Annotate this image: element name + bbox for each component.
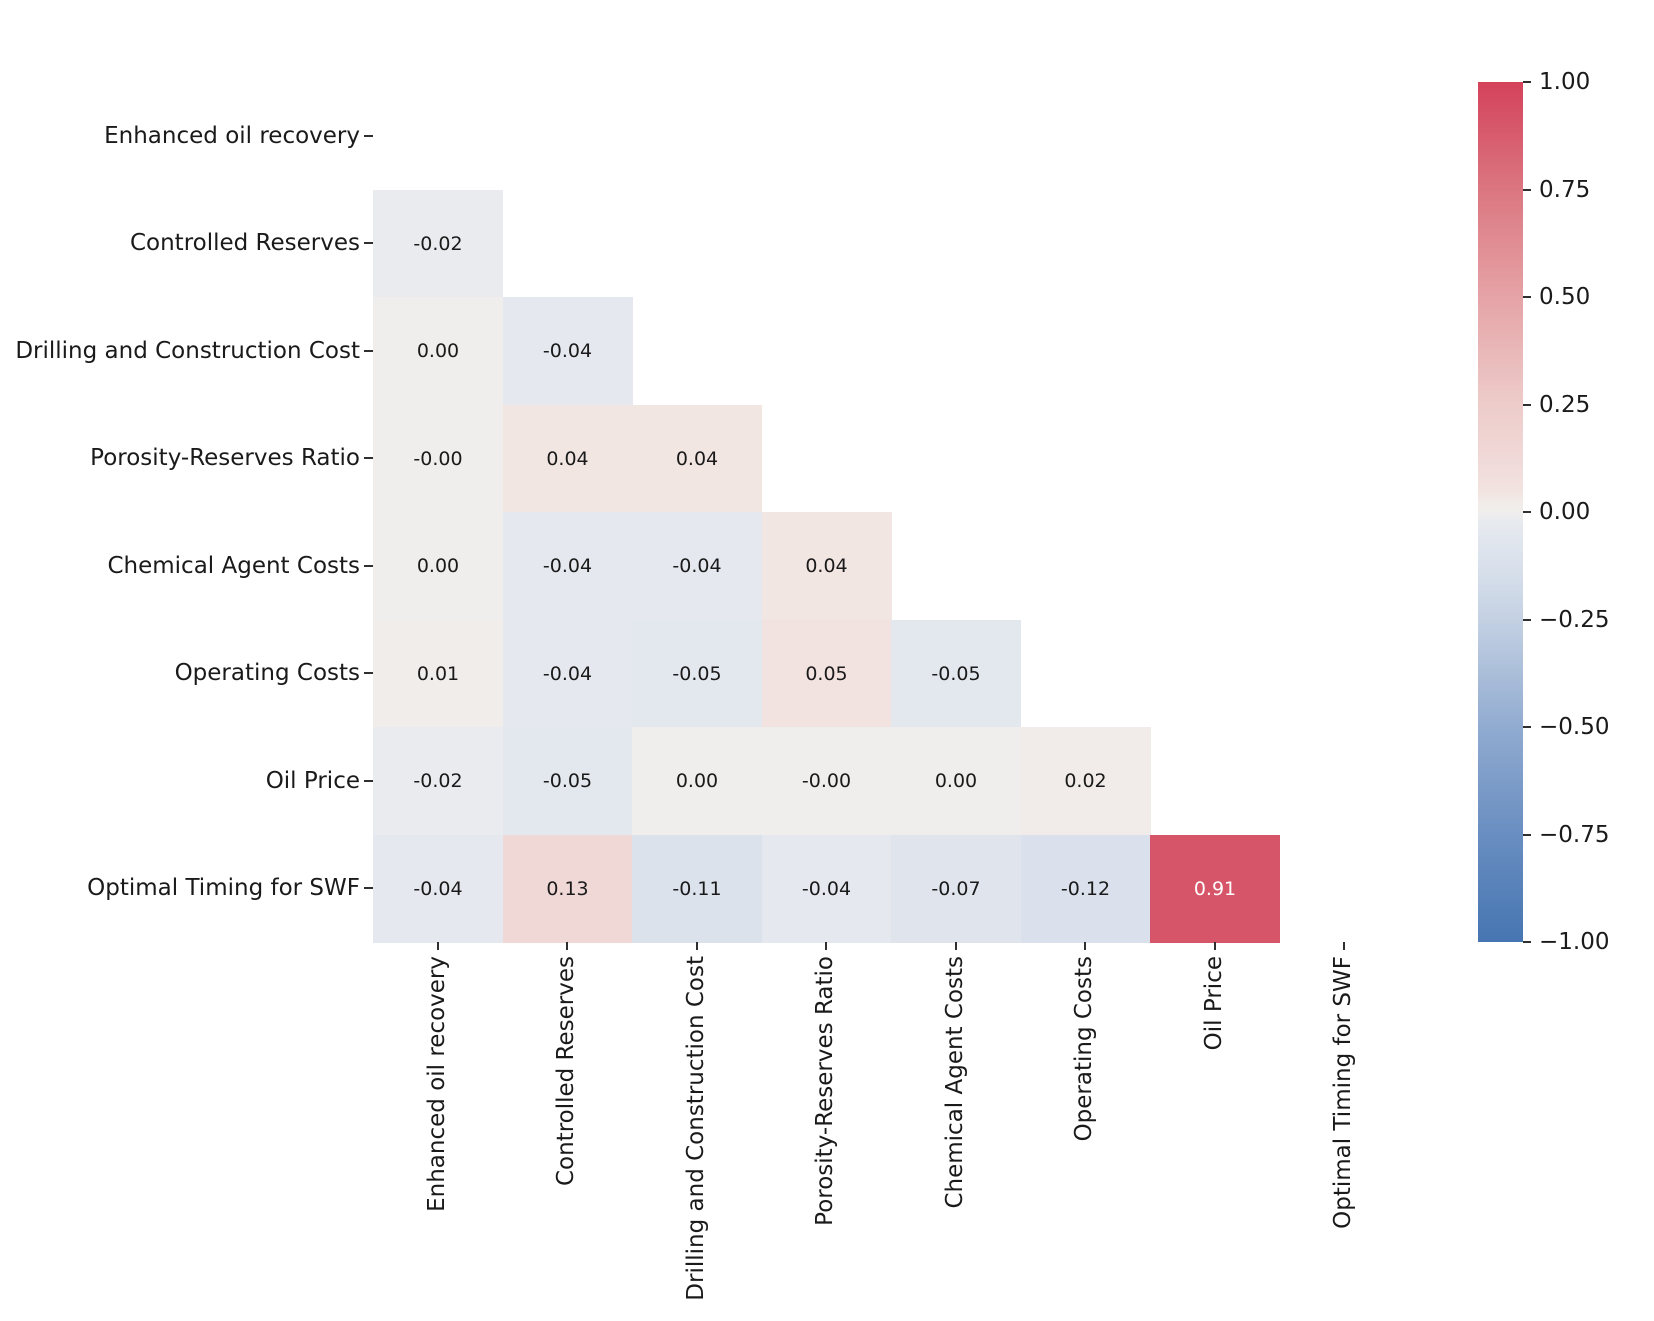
heatmap-cell: -0.00 xyxy=(373,404,503,513)
y-tick-label: Controlled Reserves xyxy=(129,230,360,257)
y-tick-label: Enhanced oil recovery xyxy=(104,122,360,149)
heatmap-cell: -0.02 xyxy=(373,189,503,298)
heatmap-cell: 0.04 xyxy=(502,404,633,513)
colorbar-tick-label: −1.00 xyxy=(1539,929,1610,955)
heatmap-cell: 0.00 xyxy=(373,297,503,405)
colorbar-tick-mark xyxy=(1523,511,1531,513)
colorbar-tick-mark xyxy=(1523,941,1531,943)
heatmap-cell: 0.04 xyxy=(761,512,892,620)
x-tick-label: Oil Price xyxy=(1200,956,1227,1051)
y-tick-label: Oil Price xyxy=(265,767,360,794)
y-tick-label: Chemical Agent Costs xyxy=(107,552,360,579)
x-tick-mark xyxy=(1084,942,1087,950)
heatmap-cell: 0.04 xyxy=(632,404,762,513)
heatmap-cell: -0.12 xyxy=(1020,834,1151,943)
colorbar-tick-label: 0.00 xyxy=(1539,499,1591,525)
x-tick-mark xyxy=(566,942,569,950)
heatmap-cell: -0.04 xyxy=(632,512,762,620)
colorbar-tick-label: −0.50 xyxy=(1539,714,1610,740)
colorbar-tick-label: 0.75 xyxy=(1539,176,1591,203)
x-tick-label: Optimal Timing for SWF xyxy=(1330,956,1357,1229)
y-tick-mark xyxy=(364,887,373,890)
heatmap-cell: 0.02 xyxy=(1020,727,1151,835)
y-tick-mark xyxy=(364,134,373,137)
x-tick-label: Chemical Agent Costs xyxy=(941,956,968,1209)
heatmap-cell: -0.05 xyxy=(502,727,633,835)
heatmap-cell: 0.05 xyxy=(761,619,892,728)
y-tick-mark xyxy=(364,457,373,460)
y-tick-label: Drilling and Construction Cost xyxy=(15,337,360,364)
heatmap-cell: -0.04 xyxy=(373,834,503,943)
heatmap-cell: -0.07 xyxy=(891,834,1021,943)
x-tick-label: Porosity-Reserves Ratio xyxy=(812,956,839,1226)
heatmap-cell: -0.04 xyxy=(502,512,633,620)
y-tick-mark xyxy=(364,349,373,352)
heatmap-cell: 0.00 xyxy=(373,512,503,620)
colorbar-tick-label: 1.00 xyxy=(1539,69,1591,95)
heatmap-cell: 0.01 xyxy=(373,619,503,728)
heatmap-cell: -0.04 xyxy=(502,619,633,728)
heatmap-cell: 0.13 xyxy=(502,834,633,943)
colorbar-gradient xyxy=(1478,82,1523,942)
y-tick-label: Porosity-Reserves Ratio xyxy=(90,445,360,472)
colorbar-tick-mark xyxy=(1523,833,1531,836)
x-tick-label: Enhanced oil recovery xyxy=(423,956,450,1212)
colorbar-tick-mark xyxy=(1523,726,1531,728)
x-tick-mark xyxy=(1213,942,1216,950)
x-tick-label: Drilling and Construction Cost xyxy=(682,956,709,1301)
x-tick-label: Operating Costs xyxy=(1071,956,1098,1142)
colorbar-tick-mark xyxy=(1523,618,1531,621)
heatmap-cell: 0.00 xyxy=(891,727,1021,835)
heatmap-cell: -0.05 xyxy=(632,619,762,728)
y-tick-label: Operating Costs xyxy=(174,660,360,687)
colorbar-tick-mark xyxy=(1523,296,1531,298)
heatmap-cell: -0.04 xyxy=(502,297,633,405)
colorbar-tick-mark xyxy=(1523,188,1531,191)
heatmap-cell: 0.00 xyxy=(632,727,762,835)
x-tick-mark xyxy=(954,942,957,950)
x-tick-mark xyxy=(436,942,439,950)
y-tick-mark xyxy=(364,564,373,567)
y-tick-mark xyxy=(364,779,373,782)
heatmap-cell: -0.11 xyxy=(632,834,762,943)
heatmap-cell: -0.04 xyxy=(761,834,892,943)
y-tick-mark xyxy=(364,242,373,245)
heatmap-cell: -0.02 xyxy=(373,727,503,835)
colorbar-tick-label: 0.25 xyxy=(1539,391,1591,418)
heatmap-cell: -0.05 xyxy=(891,619,1021,728)
x-tick-mark xyxy=(1343,942,1346,950)
y-tick-label: Optimal Timing for SWF xyxy=(87,875,360,902)
colorbar-tick-label: −0.75 xyxy=(1539,821,1610,848)
colorbar-tick-label: −0.25 xyxy=(1539,606,1610,633)
x-tick-label: Controlled Reserves xyxy=(553,956,580,1187)
y-tick-mark xyxy=(364,672,373,675)
heatmap-cell: -0.00 xyxy=(761,727,892,835)
x-tick-mark xyxy=(695,942,698,950)
colorbar-tick-mark xyxy=(1523,403,1531,406)
colorbar-tick-label: 0.50 xyxy=(1539,284,1591,310)
heatmap-cell: 0.91 xyxy=(1150,834,1280,943)
x-tick-mark xyxy=(825,942,828,950)
colorbar-tick-mark xyxy=(1523,81,1531,83)
